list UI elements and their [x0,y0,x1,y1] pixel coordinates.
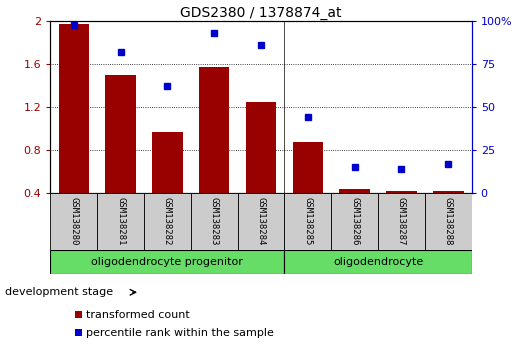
Text: GSM138288: GSM138288 [444,198,453,246]
Bar [58,24,89,193]
Text: GSM138282: GSM138282 [163,198,172,246]
Text: oligodendrocyte: oligodendrocyte [333,257,423,267]
Text: GSM138286: GSM138286 [350,198,359,246]
Bar [285,250,472,274]
Bar [144,193,191,250]
Text: GSM138283: GSM138283 [210,198,219,246]
Text: transformed count: transformed count [86,310,190,320]
Bar [191,193,237,250]
Bar [378,193,425,250]
Text: percentile rank within the sample: percentile rank within the sample [86,327,274,338]
Bar [50,250,285,274]
Text: GSM138284: GSM138284 [257,198,266,246]
Text: GSM138287: GSM138287 [397,198,406,246]
Bar [75,311,82,318]
Bar [50,193,97,250]
Text: development stage: development stage [5,287,113,297]
Bar [285,193,331,250]
Text: GSM138281: GSM138281 [116,198,125,246]
Bar [199,67,229,193]
Bar [97,193,144,250]
Bar [246,102,276,193]
Title: GDS2380 / 1378874_at: GDS2380 / 1378874_at [180,6,342,20]
Bar [331,193,378,250]
Bar [339,189,370,193]
Text: GSM138280: GSM138280 [69,198,78,246]
Bar [293,142,323,193]
Bar [425,193,472,250]
Bar [433,191,464,193]
Bar [237,193,285,250]
Text: GSM138285: GSM138285 [303,198,312,246]
Bar [152,132,183,193]
Bar [105,75,136,193]
Bar [75,329,82,336]
Text: oligodendrocyte progenitor: oligodendrocyte progenitor [92,257,243,267]
Bar [386,191,417,193]
